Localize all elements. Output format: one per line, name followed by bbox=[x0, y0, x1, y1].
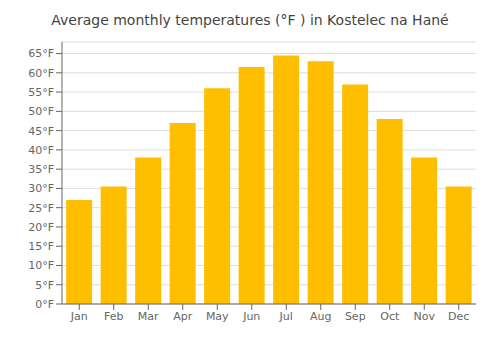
svg-text:35°F: 35°F bbox=[28, 163, 54, 176]
svg-text:45°F: 45°F bbox=[28, 125, 54, 138]
svg-text:50°F: 50°F bbox=[28, 105, 54, 118]
svg-text:Jun: Jun bbox=[242, 310, 260, 323]
svg-text:Aug: Aug bbox=[310, 310, 331, 323]
svg-text:25°F: 25°F bbox=[28, 202, 54, 215]
svg-text:60°F: 60°F bbox=[28, 67, 54, 80]
svg-text:Feb: Feb bbox=[104, 310, 123, 323]
svg-text:Mar: Mar bbox=[138, 310, 159, 323]
svg-text:10°F: 10°F bbox=[28, 259, 54, 272]
svg-text:Nov: Nov bbox=[414, 310, 436, 323]
svg-text:15°F: 15°F bbox=[28, 240, 54, 253]
svg-text:Apr: Apr bbox=[173, 310, 193, 323]
html-text:Average monthly temperatures (: Average monthly temperatures (°F ) in Ko… bbox=[51, 12, 449, 28]
svg-text:30°F: 30°F bbox=[28, 182, 54, 195]
svg-text:Jul: Jul bbox=[279, 310, 293, 323]
svg-text:40°F: 40°F bbox=[28, 144, 54, 157]
svg-text:65°F: 65°F bbox=[28, 47, 54, 60]
svg-text:5°F: 5°F bbox=[35, 279, 54, 292]
svg-text:May: May bbox=[206, 310, 229, 323]
svg-text:55°F: 55°F bbox=[28, 86, 54, 99]
svg-text:20°F: 20°F bbox=[28, 221, 54, 234]
svg-text:Oct: Oct bbox=[380, 310, 400, 323]
svg-text:0°F: 0°F bbox=[35, 298, 54, 311]
svg-text:Jan: Jan bbox=[70, 310, 88, 323]
svg-text:Sep: Sep bbox=[345, 310, 366, 323]
svg-text:Dec: Dec bbox=[448, 310, 469, 323]
